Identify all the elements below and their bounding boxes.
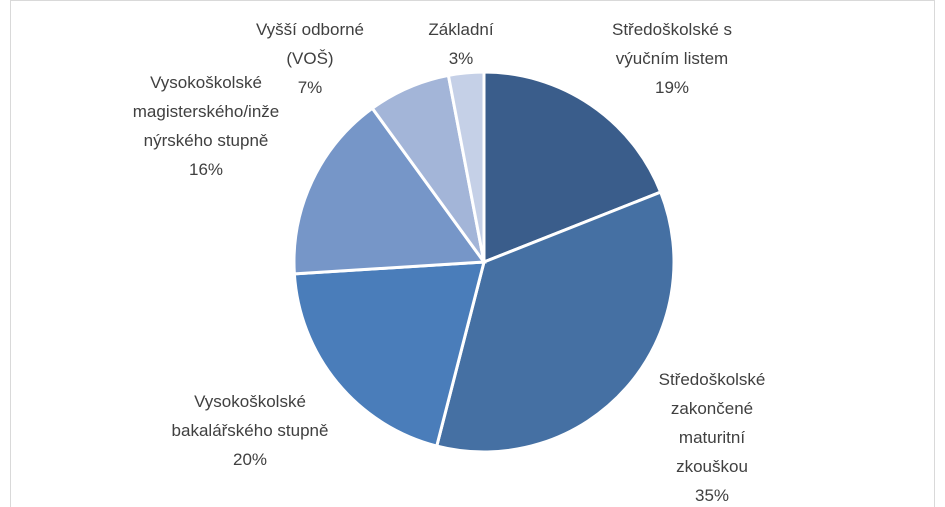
category-label: Vysokoškolské magisterského/inženýrského… <box>132 73 280 150</box>
chart-border <box>10 0 935 507</box>
data-label: Základní 3% <box>421 15 501 73</box>
data-label: Středoškolské zakončené maturitní zkoušk… <box>642 365 782 507</box>
pie-slice <box>446 70 486 263</box>
percent-label: 16% <box>188 160 224 179</box>
pie-slice <box>292 106 487 276</box>
percent-label: 19% <box>654 78 690 97</box>
category-label: Vysokoškolské bakalářského stupně <box>171 392 329 440</box>
pie-slice <box>434 190 676 454</box>
category-label: Základní <box>428 20 494 39</box>
pie-slice <box>292 260 486 448</box>
category-label: Vyšší odborné (VOŠ) <box>255 20 365 68</box>
percent-label: 7% <box>297 78 323 97</box>
data-label: Vyšší odborné (VOŠ) 7% <box>245 15 375 102</box>
category-label: Středoškolské zakončené maturitní zkoušk… <box>658 370 766 476</box>
percent-label: 20% <box>232 450 268 469</box>
data-label: Vysokoškolské magisterského/inženýrského… <box>131 68 281 184</box>
data-label: Vysokoškolské bakalářského stupně 20% <box>170 387 330 474</box>
percent-label: 35% <box>694 486 730 505</box>
data-label: Středoškolské s výučním listem 19% <box>587 15 757 102</box>
category-label: Středoškolské s výučním listem <box>612 20 732 68</box>
percent-label: 3% <box>448 49 474 68</box>
pie-slice <box>482 70 663 265</box>
